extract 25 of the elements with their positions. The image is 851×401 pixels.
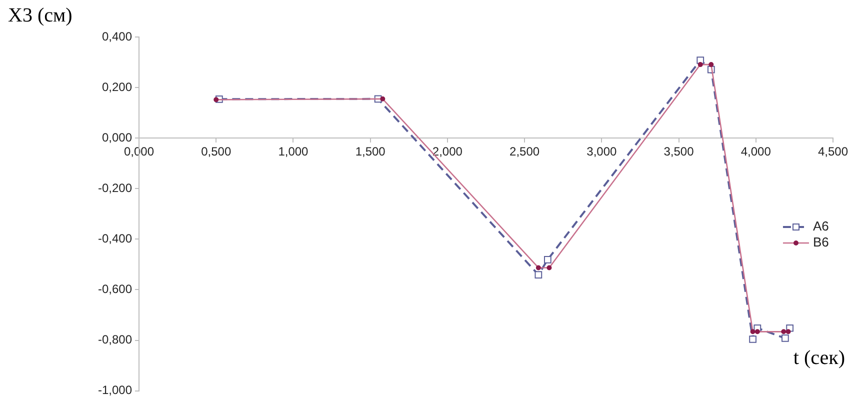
x-tick-label: 4,000 <box>740 144 772 159</box>
x-tick-label: 3,500 <box>664 144 694 159</box>
y-tick-label: 0,200 <box>102 80 132 94</box>
y-tick-label: 0,000 <box>102 130 132 144</box>
x-tick-label: 0,500 <box>201 144 232 159</box>
x-tick-label: 4,500 <box>818 144 848 159</box>
point <box>749 336 756 343</box>
legend-label: B6 <box>812 234 829 250</box>
x-tick-label: 1,500 <box>355 144 386 159</box>
y-tick-label: -0,800 <box>98 332 132 347</box>
legend-label: A6 <box>812 218 829 234</box>
point <box>544 256 552 264</box>
point <box>781 334 789 342</box>
y-tick-label: -1,000 <box>98 383 132 398</box>
y-axis-title: X3 (см) <box>8 4 72 26</box>
y-tick-label: -0,200 <box>98 180 132 195</box>
x-axis-title: t (сек) <box>793 347 845 370</box>
point <box>534 271 542 278</box>
x-tick-label: 3,000 <box>586 144 617 159</box>
y-tick-label: -0,600 <box>98 282 132 296</box>
y-tick-label: -0,400 <box>98 231 132 246</box>
y-tick-label: 0,400 <box>102 29 132 44</box>
x-tick-label: 2,000 <box>432 144 463 159</box>
x-tick-label: 2,500 <box>510 144 540 159</box>
x-tick-label: 1,000 <box>278 144 309 159</box>
